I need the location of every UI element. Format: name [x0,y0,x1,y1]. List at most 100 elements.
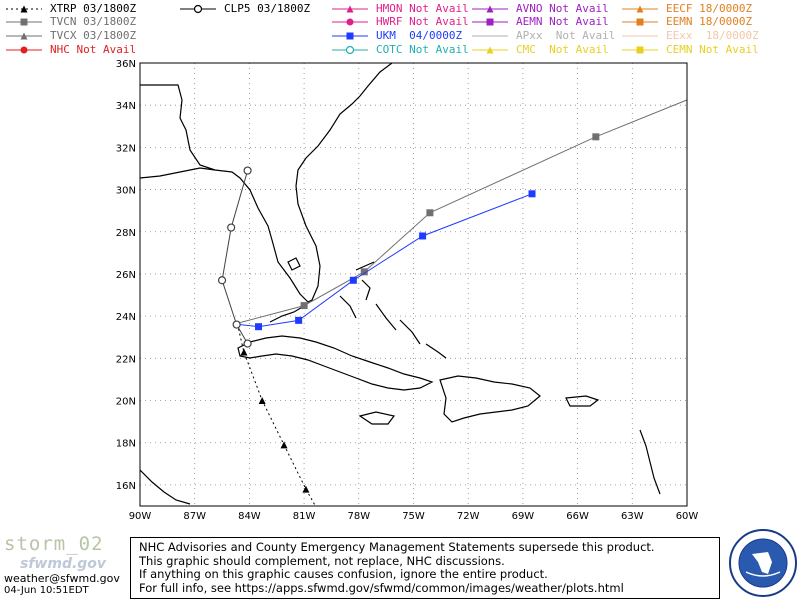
legend-label: TVCX 03/1800Z [50,29,137,42]
legend-label: CMC Not Avail [516,43,609,56]
contact-email[interactable]: weather@sfwmd.gov [4,572,120,585]
longitude-tick-label: 78W [347,511,370,522]
legend-item-apxx: APxx Not Avail [470,30,615,42]
legend-item-cemn: CEMN Not Avail [620,44,759,56]
legend-label: EEMN 18/0000Z [666,15,753,28]
legend-marker-icon [332,32,368,40]
track-ukm [240,190,536,331]
legend-item-ukm: UKM 04/0000Z [330,30,462,42]
disclaimer-line: This graphic should complement, not repl… [139,553,505,568]
track-point-marker [486,18,494,26]
track-point-marker [345,45,355,55]
axis-labels: 90W 87W 84W 81W 78W 75W 72W 69W 66W 63W 60W 16N 18N 2… [116,59,699,522]
legend-item-nhc: NHC Not Avail [4,44,136,56]
track-point-marker [232,320,241,329]
legend-label: EECF 18/0000Z [666,2,753,15]
cuba-coast [237,335,434,391]
legend-label: UKM 04/0000Z [376,29,463,42]
bahamas-island [339,295,357,319]
latitude-tick-label: 28N [116,228,136,239]
bahamas-island [355,261,375,271]
track-point-marker [738,74,745,81]
track-line [240,99,687,323]
track-xtrp [238,328,333,535]
legend-item-aemn: AEMN Not Avail [470,16,609,28]
florida-keys [269,305,305,323]
legend-marker-icon [622,35,658,37]
sfwmd-seal-icon [729,529,797,597]
track-point-marker [486,46,494,54]
latitude-tick-label: 16N [116,481,136,492]
track-point-marker [243,166,252,175]
puerto-rico-coast [565,395,600,407]
legend-item-eexx: EExx 18/0000Z [620,30,759,42]
legend-item-hmon: HMON Not Avail [330,3,469,15]
legend-marker-icon [6,5,42,13]
longitude-tick-label: 69W [512,511,535,522]
track-point-marker [349,276,357,284]
yucatan-coast [140,469,191,505]
legend-item-cotc: COTC Not Avail [330,44,469,56]
legend-item-tvcn: TVCN 03/1800Z [4,16,136,28]
track-tvcn [240,74,745,323]
latitude-tick-label: 30N [116,186,136,197]
longitude-tick-label: 63W [621,511,644,522]
track-point-marker [240,348,248,356]
legend-label: CEMN Not Avail [666,43,759,56]
track-point-marker [419,232,427,240]
disclaimer-line: NHC Advisories and County Emergency Mana… [139,540,655,554]
longitude-tick-label: 75W [402,511,425,522]
track-point-marker [528,190,536,198]
legend-label: COTC Not Avail [376,43,469,56]
track-point-marker [300,302,308,310]
legend-label: TVCN 03/1800Z [50,15,137,28]
latitude-tick-label: 20N [116,397,136,408]
longitude-tick-label: 87W [183,511,206,522]
legend-label: XTRP 03/1800Z [50,2,137,15]
latitude-tick-label: 34N [116,101,136,112]
track-point-marker [636,18,644,26]
track-point-marker [326,528,333,535]
track-point-marker [20,5,28,13]
us-coastline [140,63,393,303]
track-point-marker [426,209,434,217]
legend-marker-icon [6,18,42,26]
longitude-tick-label: 72W [457,511,480,522]
disclaimer-line: If anything on this graphic causes confu… [139,567,548,581]
legend-label: NHC Not Avail [50,43,137,56]
legend-label: HWRF Not Avail [376,15,469,28]
legend-label: APxx Not Avail [516,29,616,42]
legend-item-eemn: EEMN 18/0000Z [620,16,752,28]
track-point-marker [486,5,494,13]
florida-panhandle [140,167,216,179]
track-point-marker [20,18,28,26]
coastlines [140,63,661,505]
legend-marker-icon [622,46,658,54]
longitude-tick-label: 66W [566,511,589,522]
legend-marker-icon [6,46,42,54]
legend-item-xtrp: XTRP 03/1800Z [4,3,136,15]
legend-marker-icon [332,45,368,55]
legend-marker-icon [180,4,216,14]
legend-label: CLP5 03/1800Z [224,2,311,15]
bahamas-island [425,343,447,359]
track-point-marker [346,32,354,40]
bahamas-island [399,319,421,345]
track-point-marker [193,4,203,14]
issue-timestamp: 04-Jun 10:51EDT [4,585,89,596]
disclaimer-url-line[interactable]: For full info, see https://apps.sfwmd.go… [139,580,624,595]
legend-label: AVNO Not Avail [516,2,609,15]
track-point-marker [346,18,354,26]
map-frame [139,62,688,507]
bahamas-island [375,303,397,331]
legend-item-clp5: CLP5 03/1800Z [178,3,310,15]
legend-marker-icon [622,5,658,13]
track-point-marker [258,397,266,405]
track-point-marker [20,32,28,40]
legend-marker-icon [332,5,368,13]
legend-item-tvcx: TVCX 03/1800Z [4,30,136,42]
legend-marker-icon [472,18,508,26]
lake-okeechobee [287,257,301,271]
sfwmd-logo: sfwmd.gov [20,556,107,572]
